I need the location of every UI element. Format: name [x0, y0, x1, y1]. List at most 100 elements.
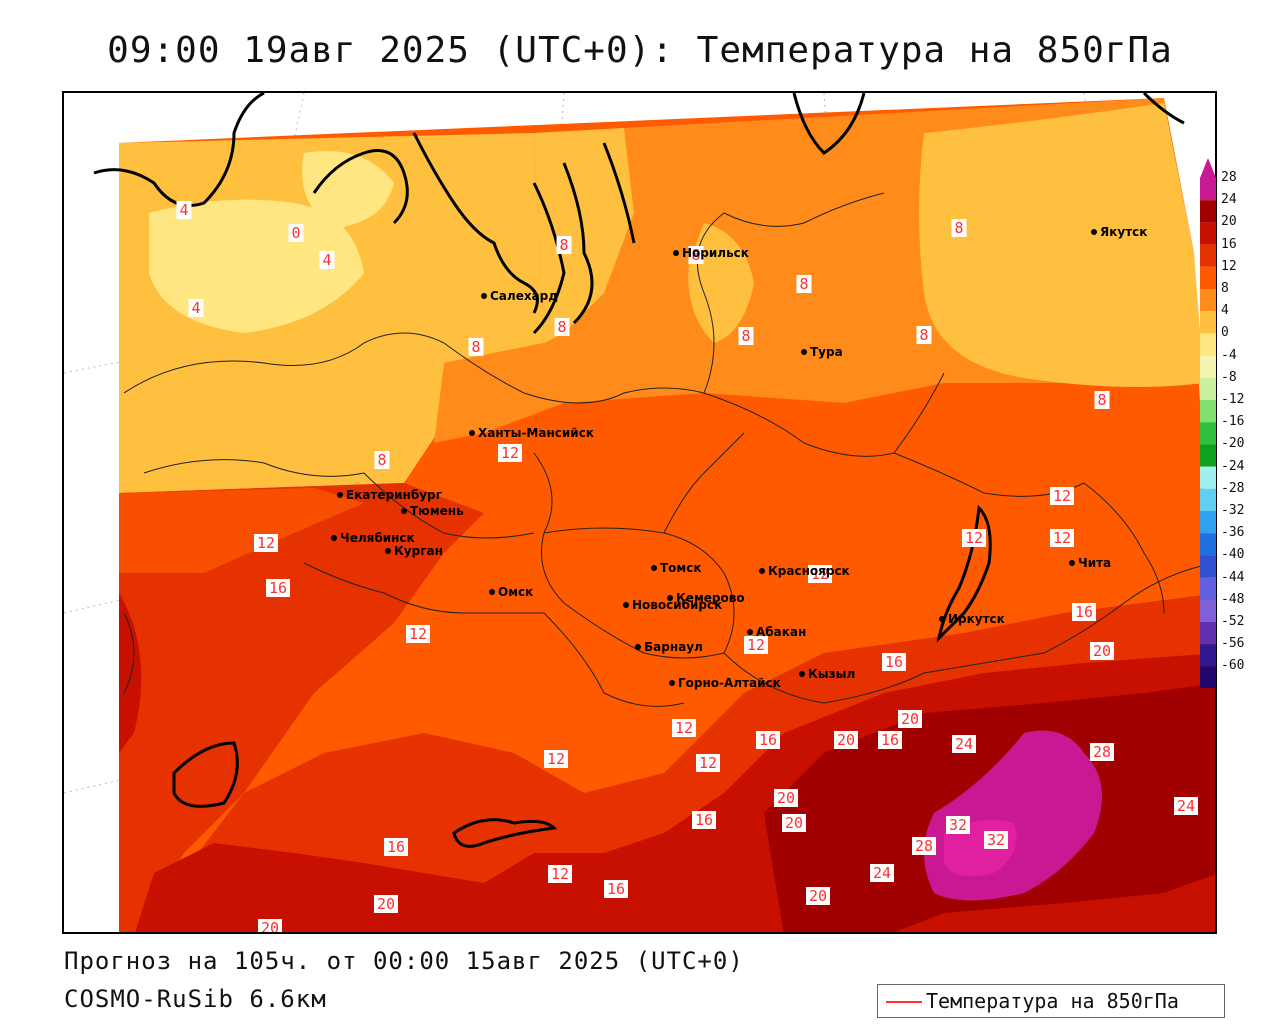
isotherm-label: 24: [1177, 797, 1195, 815]
scale-tick-label: -44: [1221, 569, 1245, 585]
city-label: Тюмень: [410, 504, 464, 518]
city-marker: [635, 644, 641, 650]
isotherm-label-box: [898, 710, 922, 728]
scale-tick-label: 24: [1221, 192, 1237, 208]
scale-swatch: [1200, 377, 1216, 400]
scale-swatch: [1200, 466, 1216, 489]
isotherm-label: 16: [387, 838, 405, 856]
isotherm-label-box: [692, 811, 716, 829]
scale-swatch: [1200, 644, 1216, 667]
city-label: Кемерово: [676, 591, 745, 605]
city-label: Горно-Алтайск: [678, 676, 781, 690]
scale-swatch: [1200, 599, 1216, 622]
city-marker: [673, 250, 679, 256]
city-label: Тура: [810, 345, 843, 359]
scale-tick-label: -56: [1221, 636, 1245, 652]
city-marker: [337, 492, 343, 498]
isotherm-label-box: [1090, 743, 1114, 761]
scale-tick-label: -16: [1221, 414, 1245, 430]
city-marker: [1091, 229, 1097, 235]
isotherm-label: 12: [551, 865, 569, 883]
isotherm-label-box: [254, 534, 278, 552]
isotherm-label-box: [984, 831, 1008, 849]
isotherm-label: 24: [955, 735, 973, 753]
legend: Температура на 850гПа: [877, 984, 1225, 1018]
isotherm-label: 8: [559, 236, 568, 254]
scale-tick-label: -32: [1221, 503, 1245, 518]
isotherm-label: 32: [949, 816, 967, 834]
city-marker: [489, 589, 495, 595]
isotherm-label: 8: [1097, 391, 1106, 409]
isotherm-label: 20: [377, 895, 395, 913]
isotherm-label-box: [916, 326, 932, 344]
scale-swatch: [1200, 333, 1216, 356]
scale-swatch: [1200, 622, 1216, 645]
isotherm-label: 12: [811, 565, 829, 583]
city-marker: [939, 616, 945, 622]
city-label: Курган: [394, 544, 443, 558]
isotherm-label: 28: [1093, 743, 1111, 761]
scale-tick-label: -8: [1221, 369, 1237, 385]
map-title: 09:00 19авг 2025 (UTC+0): Температура на…: [107, 30, 1173, 71]
forecast-info: Прогноз на 105ч. от 00:00 15авг 2025 (UT…: [64, 947, 744, 975]
city-label: Салехард: [490, 289, 558, 303]
scale-tick-label: -36: [1221, 525, 1245, 541]
isotherm-label-box: [912, 837, 936, 855]
isotherm-label: 16: [607, 880, 625, 898]
isotherm-label-box: [806, 887, 830, 905]
isotherm-label: 12: [409, 625, 427, 643]
isotherm-label: 12: [675, 719, 693, 737]
scale-tick-label: 20: [1221, 214, 1237, 230]
map-area: 4 0 4 4 8 8 8 8 8 8 8 8 8 8 12 12 12 12 12 16 12 12 12 12 12 12 16…: [62, 91, 1217, 934]
isotherm-label-box: [258, 919, 282, 932]
isotherm-label-box: [808, 565, 832, 583]
city-label: Омск: [498, 585, 533, 599]
city-marker: [469, 430, 475, 436]
isotherm-label-box: [556, 236, 572, 254]
city-marker: [651, 565, 657, 571]
isotherm-label-box: [498, 444, 522, 462]
scale-swatch: [1200, 266, 1216, 289]
scale-swatch: [1200, 178, 1216, 201]
isotherm-label: 8: [471, 338, 480, 356]
isotherm-label-box: [188, 299, 204, 317]
scale-swatch: [1200, 666, 1216, 688]
scale-tick-label: -48: [1221, 591, 1245, 607]
isotherm-label-box: [384, 838, 408, 856]
scale-tick-label: -28: [1221, 480, 1245, 496]
scale-swatch: [1200, 577, 1216, 600]
isotherm-label: 24: [873, 864, 891, 882]
isotherm-label-box: [756, 731, 780, 749]
city-label: Иркутск: [948, 612, 1005, 626]
city-marker: [331, 535, 337, 541]
city-marker: [801, 349, 807, 355]
isotherm-label: 12: [965, 529, 983, 547]
isotherm-label: 12: [747, 636, 765, 654]
scale-swatch: [1200, 488, 1216, 511]
scale-swatch: [1200, 511, 1216, 534]
isotherm-label: 12: [257, 534, 275, 552]
isotherm-label-box: [406, 625, 430, 643]
city-marker: [481, 293, 487, 299]
isotherm-label-box: [176, 201, 192, 219]
model-name: COSMO-RuSib 6.6км: [64, 985, 327, 1013]
isotherm-label: 4: [322, 251, 331, 269]
scale-swatch: [1200, 422, 1216, 445]
isotherm-label: 8: [954, 219, 963, 237]
isotherm-label-box: [1050, 529, 1074, 547]
isotherm-label: 16: [881, 731, 899, 749]
scale-swatch: [1200, 200, 1216, 223]
isotherm-label-box: [696, 754, 720, 772]
isotherm-label: 20: [261, 919, 279, 934]
city-label: Абакан: [756, 625, 806, 639]
scale-swatch: [1200, 355, 1216, 378]
isotherm-label: 12: [1053, 487, 1071, 505]
isotherm-label-box: [870, 864, 894, 882]
isotherm-label-box: [548, 865, 572, 883]
isotherm-label-box: [738, 327, 754, 345]
scale-tick-label: 8: [1221, 281, 1229, 296]
city-marker: [1069, 560, 1075, 566]
city-label: Челябинск: [340, 531, 415, 545]
isotherm-label: 8: [799, 275, 808, 293]
isotherm-label: 28: [915, 837, 933, 855]
